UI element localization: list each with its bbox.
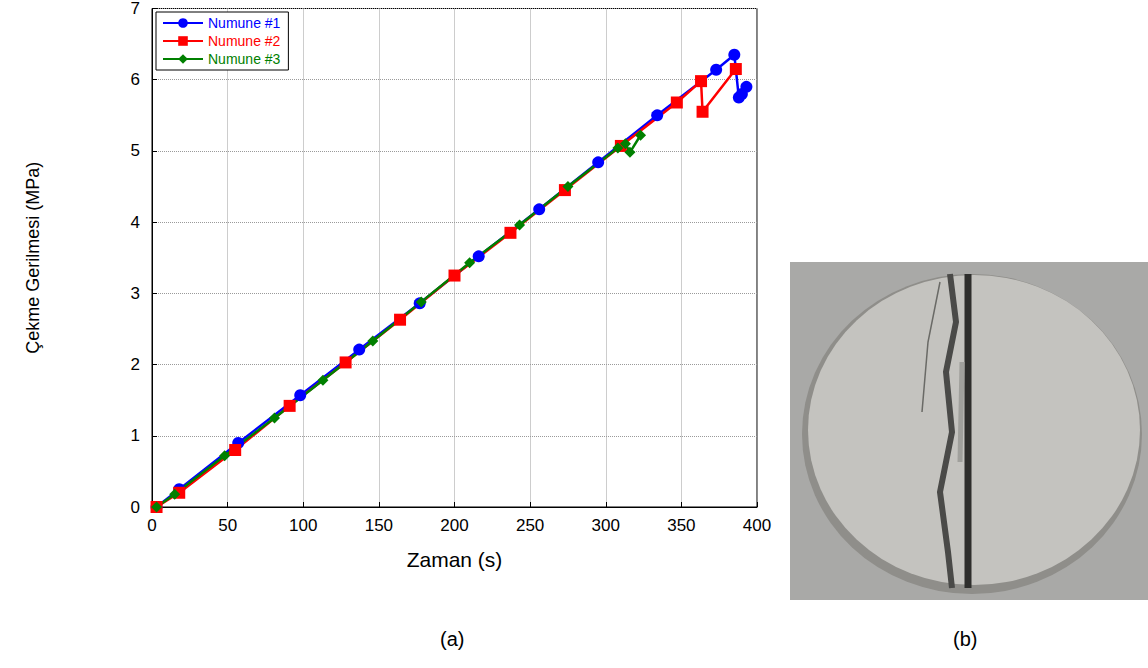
svg-text:2: 2: [131, 355, 140, 374]
html-text:(a): (a): [440, 628, 465, 650]
svg-text:Çekme Gerilmesi (MPa): Çekme Gerilmesi (MPa): [23, 162, 43, 354]
svg-text:350: 350: [667, 516, 695, 535]
svg-text:0: 0: [131, 498, 140, 517]
svg-text:250: 250: [516, 516, 544, 535]
svg-text:Zaman (s): Zaman (s): [407, 548, 503, 571]
svg-text:3: 3: [131, 284, 140, 303]
svg-text:7: 7: [131, 0, 140, 18]
svg-text:5: 5: [131, 141, 140, 160]
svg-text:4: 4: [131, 213, 140, 232]
svg-text:0: 0: [147, 516, 156, 535]
svg-text:1: 1: [131, 426, 140, 445]
svg-text:Numune #1: Numune #1: [208, 15, 281, 31]
html-text:(b): (b): [953, 628, 978, 650]
svg-text:200: 200: [440, 516, 468, 535]
svg-text:400: 400: [743, 516, 771, 535]
svg-text:Numune #2: Numune #2: [208, 33, 281, 49]
svg-text:300: 300: [592, 516, 620, 535]
svg-text:50: 50: [218, 516, 237, 535]
svg-text:150: 150: [365, 516, 393, 535]
svg-text:100: 100: [289, 516, 317, 535]
svg-text:Numune #3: Numune #3: [208, 51, 281, 67]
svg-text:6: 6: [131, 70, 140, 89]
